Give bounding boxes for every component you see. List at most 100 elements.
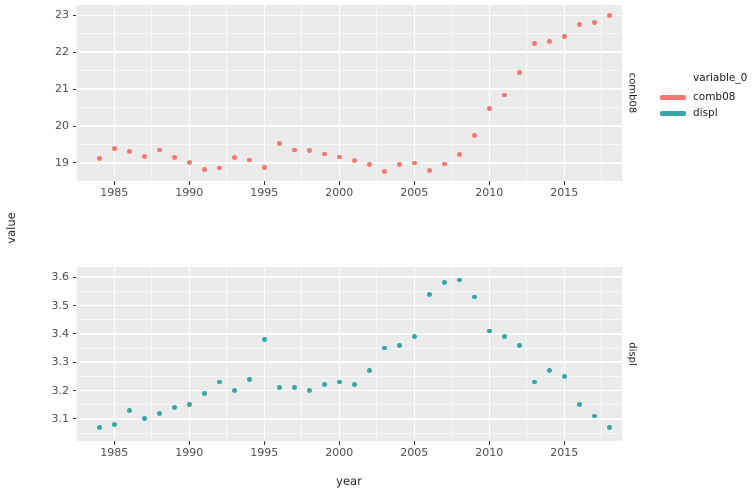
- h-gridline: [76, 162, 622, 164]
- data-point-displ: [396, 342, 402, 348]
- data-point-displ: [171, 405, 177, 410]
- data-point-comb08: [171, 155, 177, 161]
- h-gridline: [76, 304, 622, 307]
- h-gridline: [76, 418, 622, 420]
- data-point-comb08: [501, 92, 507, 98]
- legend-label-displ: displ: [693, 107, 718, 119]
- facet-strip-displ: displ: [626, 342, 638, 366]
- h-gridline-minor: [76, 33, 622, 35]
- y-axis-tick: [72, 14, 76, 16]
- x-tick-label: 2000: [325, 186, 354, 199]
- legend-swatch-displ: [660, 110, 686, 116]
- v-gridline: [413, 5, 415, 181]
- data-point-comb08: [366, 162, 372, 168]
- data-point-comb08: [426, 168, 432, 174]
- data-point-displ: [561, 373, 567, 379]
- v-gridline: [563, 267, 565, 441]
- x-axis-tick: [188, 441, 190, 445]
- data-point-displ: [276, 385, 282, 391]
- x-axis-tick: [338, 181, 340, 185]
- v-gridline-minor: [601, 267, 603, 441]
- data-point-displ: [456, 277, 462, 283]
- data-point-comb08: [216, 165, 222, 171]
- h-gridline-minor: [76, 70, 622, 72]
- data-point-comb08: [126, 149, 132, 154]
- h-gridline-minor: [76, 347, 622, 349]
- data-point-displ: [126, 407, 132, 413]
- data-point-comb08: [336, 154, 342, 160]
- data-point-comb08: [351, 158, 357, 164]
- y-tick-label: 21: [55, 82, 69, 96]
- y-axis-title: value: [4, 212, 18, 244]
- data-point-displ: [381, 345, 387, 351]
- data-point-displ: [516, 342, 522, 348]
- x-axis-tick: [413, 441, 415, 445]
- data-point-displ: [591, 413, 597, 419]
- data-point-comb08: [111, 146, 117, 152]
- y-tick-label: 20: [55, 119, 69, 133]
- v-gridline-minor: [376, 5, 378, 181]
- h-gridline: [76, 276, 622, 278]
- data-point-comb08: [201, 167, 207, 172]
- h-gridline: [76, 125, 622, 127]
- legend-title: variable_0: [693, 72, 748, 84]
- v-gridline-minor: [76, 5, 78, 181]
- legend-swatch-comb08: [660, 94, 686, 100]
- data-point-displ: [186, 402, 192, 408]
- data-point-displ: [96, 424, 102, 430]
- v-gridline: [338, 5, 340, 181]
- data-point-displ: [366, 368, 372, 374]
- v-gridline: [188, 5, 190, 181]
- v-gridline: [338, 267, 340, 441]
- data-point-comb08: [141, 154, 147, 160]
- v-gridline-minor: [601, 5, 603, 181]
- data-point-displ: [111, 422, 117, 427]
- data-point-displ: [441, 280, 447, 286]
- data-point-comb08: [396, 161, 402, 167]
- v-gridline-minor: [301, 5, 303, 181]
- y-axis-tick: [72, 125, 76, 127]
- y-tick-label: 3.4: [51, 326, 70, 340]
- v-gridline: [413, 267, 415, 441]
- y-axis-tick: [72, 390, 76, 392]
- h-gridline-minor: [76, 404, 622, 406]
- x-axis-tick: [488, 181, 490, 185]
- x-axis-tick: [263, 441, 265, 445]
- y-tick-label: 3.6: [51, 270, 70, 284]
- y-axis-tick: [72, 162, 76, 164]
- h-gridline: [76, 51, 622, 53]
- data-point-displ: [531, 379, 537, 385]
- x-axis-tick: [563, 181, 565, 185]
- data-point-displ: [411, 334, 417, 340]
- x-axis-tick: [563, 441, 565, 445]
- x-tick-label: 2015: [550, 446, 579, 459]
- y-axis-tick: [72, 361, 76, 363]
- x-axis-tick: [413, 181, 415, 185]
- y-tick-label: 3.3: [51, 355, 70, 369]
- v-gridline-minor: [226, 5, 228, 181]
- x-axis-tick: [113, 181, 115, 185]
- data-point-comb08: [231, 155, 237, 161]
- x-tick-label: 2005: [400, 446, 429, 459]
- h-gridline-minor: [76, 319, 622, 321]
- y-axis-tick: [72, 305, 76, 307]
- data-point-displ: [426, 291, 432, 297]
- x-tick-label: 1990: [175, 186, 204, 199]
- y-axis-tick: [72, 276, 76, 278]
- data-point-comb08: [96, 156, 102, 162]
- h-gridline: [76, 361, 622, 363]
- v-gridline-minor: [451, 5, 453, 181]
- data-point-displ: [606, 424, 612, 430]
- data-point-displ: [486, 328, 492, 334]
- v-gridline-minor: [526, 5, 528, 181]
- v-gridline: [113, 267, 115, 441]
- x-axis-title: year: [336, 474, 362, 488]
- data-point-displ: [576, 402, 582, 408]
- v-gridline-minor: [151, 267, 153, 441]
- v-gridline-minor: [526, 267, 528, 441]
- v-gridline-minor: [76, 267, 78, 441]
- facet-strip-comb08: comb08: [626, 72, 638, 114]
- legend-label-comb08: comb08: [693, 91, 736, 103]
- v-gridline-minor: [226, 267, 228, 441]
- data-point-comb08: [261, 165, 267, 171]
